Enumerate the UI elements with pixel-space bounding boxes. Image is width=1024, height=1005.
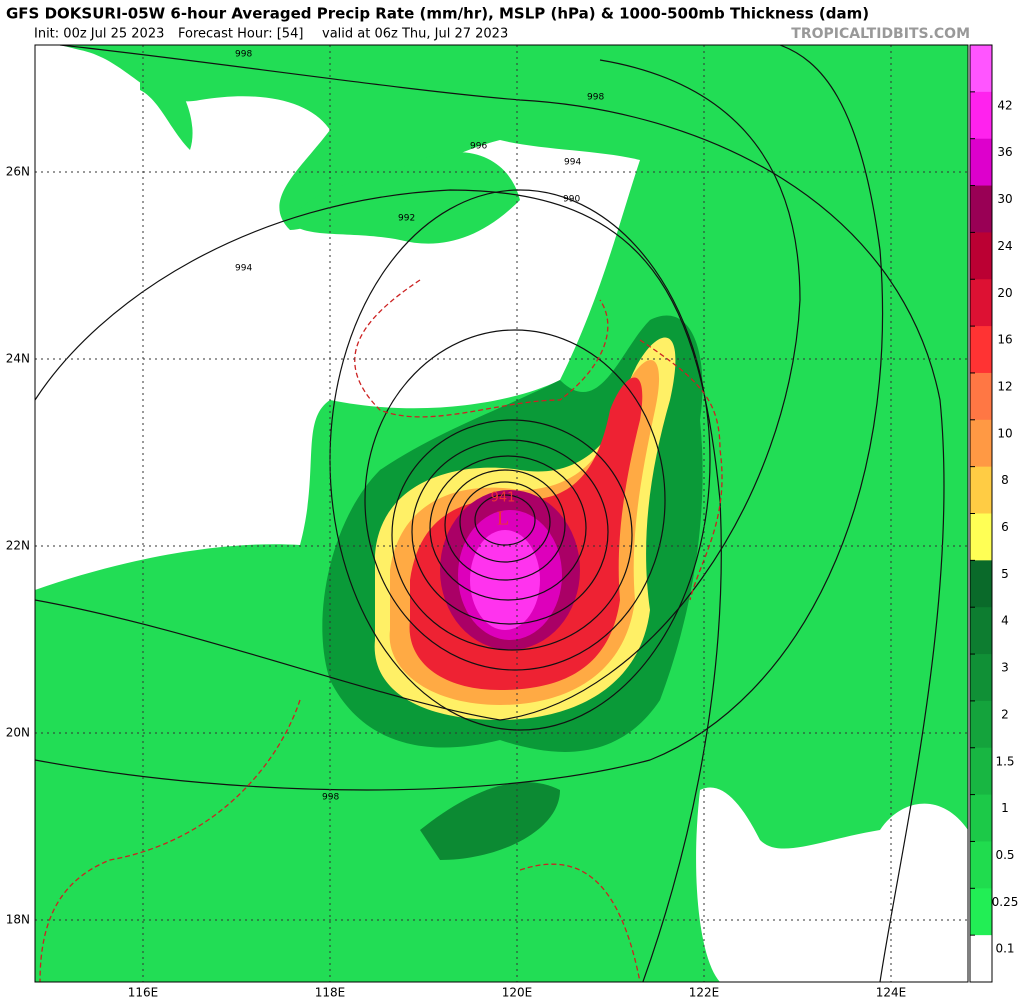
isobar-label: 996 (470, 142, 487, 152)
low-pressure-value: 941 (491, 491, 516, 506)
isobar-label: 992 (398, 214, 415, 224)
init-time: Init: 00z Jul 25 2023 (34, 27, 164, 42)
thickness-line (39, 279, 723, 982)
colorbar-segment (970, 232, 992, 280)
latitude-label: 18N (6, 913, 30, 927)
colorbar-segment (970, 560, 992, 608)
graticule (35, 45, 968, 982)
colorbar-segment (970, 700, 992, 749)
colorbar-segment (970, 747, 992, 796)
colorbar-label: 30 (997, 192, 1012, 206)
colorbar-label: 0.1 (995, 942, 1014, 956)
isobars (35, 45, 945, 982)
isobar-label: 998 (235, 50, 252, 60)
colorbar-segment (970, 372, 992, 421)
colorbar-label: 8 (1001, 473, 1009, 487)
colorbar-segment (970, 326, 992, 374)
latitude-label: 26N (6, 165, 30, 179)
colorbar-segment (970, 279, 992, 327)
colorbar-segment (970, 185, 992, 233)
colorbar-segment (970, 138, 992, 187)
isobar-label: 998 (322, 793, 339, 803)
longitude-label: 120E (502, 986, 533, 1000)
longitude-label: 122E (689, 986, 720, 1000)
colorbar-segment (970, 794, 992, 842)
isobar-label: 994 (235, 264, 252, 274)
forecast-hour: Forecast Hour: [54] (178, 27, 303, 42)
longitude-label: 118E (315, 986, 346, 1000)
colorbar-label: 0.25 (992, 895, 1019, 909)
colorbar-label: 1.5 (995, 754, 1014, 768)
colorbar-segment (970, 45, 992, 93)
valid-time: valid at 06z Thu, Jul 27 2023 (322, 27, 508, 42)
longitude-label: 124E (876, 986, 907, 1000)
moderate-rain (420, 782, 560, 860)
colorbar-label: 16 (997, 333, 1012, 347)
light-rain (290, 152, 520, 244)
title: GFS DOKSURI-05W 6-hour Averaged Precip R… (6, 5, 869, 23)
light-rain (140, 50, 193, 150)
colorbar-label: 3 (1001, 661, 1009, 675)
isobar-label: 994 (564, 158, 581, 168)
colorbar-label: 12 (997, 379, 1012, 393)
colorbar-segment (970, 607, 992, 655)
colorbar-label: 5 (1001, 567, 1009, 581)
colorbar-label: 1 (1001, 801, 1009, 815)
colorbar-label: 0.5 (995, 848, 1014, 862)
colorbar-label: 10 (997, 426, 1012, 440)
colorbar-label: 42 (997, 98, 1012, 112)
colorbar-label: 2 (1001, 707, 1009, 721)
colorbar-frame (969, 44, 993, 983)
colorbar-label: 36 (997, 145, 1012, 159)
colorbar-segment (970, 654, 992, 702)
colorbar-segment (970, 513, 992, 561)
axis-labels: 26N 24N 22N 20N 18N 116E 118E 120E 122E 124E (6, 165, 907, 1000)
latitude-label: 24N (6, 352, 30, 366)
map-frame (34, 44, 969, 983)
colorbar-label: 24 (997, 239, 1012, 253)
low-symbol: L (497, 508, 509, 530)
latitude-label: 22N (6, 539, 30, 553)
colorbar-segment (970, 888, 992, 936)
colorbar-segment (970, 841, 992, 889)
colorbar-segment (970, 935, 992, 983)
colorbar-label: 20 (997, 286, 1012, 300)
isobar-label: 998 (587, 93, 604, 103)
map-layers: 998 998 996 994 994 992 990 998 941 L (35, 45, 968, 982)
colorbar-label: 4 (1001, 614, 1009, 628)
latitude-label: 20N (6, 726, 30, 740)
longitude-label: 116E (128, 986, 159, 1000)
colorbar: 42 36 30 24 20 16 12 10 8 6 5 4 3 2 1.5 1 0.5 0.25 0.1 (969, 44, 1019, 983)
colorbar-label: 6 (1001, 520, 1009, 534)
colorbar-segment (970, 91, 992, 140)
colorbar-segment (970, 419, 992, 468)
isobar-label: 990 (563, 195, 580, 205)
colorbar-segment (970, 466, 992, 514)
credit: TROPICALTIDBITS.COM (791, 26, 970, 42)
